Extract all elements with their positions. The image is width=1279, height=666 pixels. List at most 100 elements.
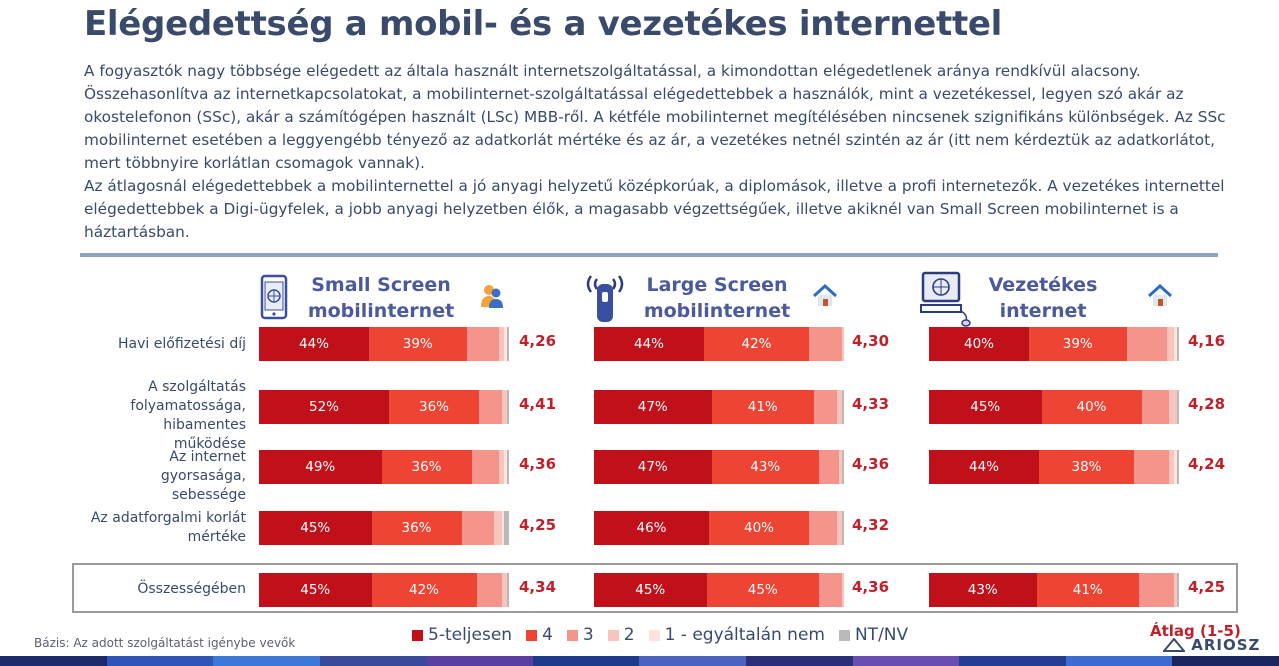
bar-segment-cat2 xyxy=(494,511,502,545)
bar-segment-cat3 xyxy=(809,327,842,361)
average-value: 4,32 xyxy=(852,516,890,534)
data-label: 36% xyxy=(418,399,449,415)
average-value: 4,33 xyxy=(852,395,890,413)
intro-text: A fogyasztók nagy többsége elégedett az … xyxy=(84,60,1234,244)
data-label: 44% xyxy=(633,336,664,352)
bar-segment-cat5: 47% xyxy=(594,450,712,484)
average-value: 4,26 xyxy=(519,332,557,350)
stacked-bar: 49% 36% xyxy=(259,450,509,484)
bar-segment-cat5: 45% xyxy=(594,573,707,607)
row-label-data-cap: Az adatforgalmi korlát mértéke xyxy=(90,510,246,545)
bar-segment-cat2 xyxy=(1169,390,1177,424)
bar-segment-cat2 xyxy=(841,327,844,361)
stacked-bar: 45% 45% xyxy=(594,573,844,607)
legend-label: 1 - egyáltalán nem xyxy=(664,625,825,645)
legend-item: 2 xyxy=(607,625,635,645)
column-title-line2: mobilinternet xyxy=(307,300,455,322)
bar-segment-ntnv xyxy=(506,327,509,361)
column-title-line1: Vezetékes xyxy=(988,274,1098,296)
legend-item: 4 xyxy=(526,625,553,645)
average-value: 4,16 xyxy=(1188,332,1226,350)
section-divider xyxy=(80,253,1218,257)
data-label: 42% xyxy=(741,336,772,352)
column-title-line2: mobilinternet xyxy=(643,300,791,322)
data-label: 43% xyxy=(967,582,998,598)
bar-segment-cat4: 43% xyxy=(711,450,819,484)
bar-segment-ntnv xyxy=(841,450,844,484)
legend-label: NT/NV xyxy=(854,625,909,645)
bottom-color-strip xyxy=(0,656,1279,666)
average-value: 4,36 xyxy=(852,455,890,473)
usb-modem-icon xyxy=(586,275,624,322)
average-value: 4,36 xyxy=(852,578,890,596)
bar-segment-cat2 xyxy=(501,390,507,424)
average-value: 4,34 xyxy=(519,578,557,596)
legend-swatch xyxy=(526,629,538,641)
data-label: 36% xyxy=(401,520,432,536)
bar-segment-cat2 xyxy=(839,450,842,484)
bar-segment-cat1 xyxy=(501,511,504,545)
bar-segment-cat2 xyxy=(841,573,844,607)
data-label: 41% xyxy=(747,399,778,415)
bar-segment-cat3 xyxy=(809,511,837,545)
row-label-continuity: A szolgáltatás folyamatossága, hibamente… xyxy=(130,379,246,452)
legend-item: 3 xyxy=(566,625,594,645)
house-icon xyxy=(1147,284,1173,306)
data-label: 46% xyxy=(636,520,667,536)
bar-segment-cat5: 44% xyxy=(594,327,704,361)
column-header-large-screen: Large Screen mobilinternet xyxy=(636,272,798,324)
stacked-bar: 47% 43% xyxy=(594,450,844,484)
basis-note: Bázis: Az adott szolgáltatást igénybe ve… xyxy=(34,636,296,650)
stacked-bar: 44% 39% xyxy=(259,327,509,361)
data-label: 36% xyxy=(411,459,442,475)
column-title-line1: Small Screen xyxy=(311,274,451,296)
data-label: 49% xyxy=(305,459,336,475)
bar-segment-cat5: 44% xyxy=(929,450,1039,484)
bar-segment-cat4: 38% xyxy=(1039,450,1134,484)
legend-item: NT/NV xyxy=(838,625,909,645)
bar-segment-cat5: 46% xyxy=(594,511,709,545)
bar-segment-ntnv xyxy=(506,450,509,484)
bar-segment-cat4: 40% xyxy=(709,511,809,545)
stacked-bar: 44% 38% xyxy=(929,450,1179,484)
legend-swatch xyxy=(412,629,423,641)
legend-swatch xyxy=(838,629,850,641)
bar-segment-cat4: 36% xyxy=(389,390,479,424)
column-header-wired: Vezetékes internet xyxy=(978,272,1108,324)
data-label: 45% xyxy=(747,582,778,598)
average-value: 4,24 xyxy=(1188,455,1226,473)
bar-segment-cat1 xyxy=(504,327,507,361)
legend-label: 2 xyxy=(623,625,635,645)
overall-row-highlight xyxy=(72,563,1238,613)
column-header-small-screen: Small Screen mobilinternet xyxy=(300,272,462,324)
bar-segment-cat4: 41% xyxy=(711,390,814,424)
bar-segment-cat5: 43% xyxy=(929,573,1037,607)
stacked-bar: 44% 42% xyxy=(594,327,844,361)
bar-segment-ntnv xyxy=(841,390,844,424)
users-icon xyxy=(481,285,503,308)
bar-segment-cat2 xyxy=(499,450,504,484)
bar-segment-cat4: 41% xyxy=(1036,573,1139,607)
brand-logo: ARIOSZ xyxy=(1161,636,1260,654)
bar-segment-cat4: 42% xyxy=(371,573,477,607)
bar-segment-cat3 xyxy=(819,573,842,607)
bar-segment-cat1 xyxy=(504,450,507,484)
row-label-overall: Összességében xyxy=(137,581,246,597)
data-label: 42% xyxy=(408,582,439,598)
bar-segment-cat5: 52% xyxy=(259,390,389,424)
stacked-bar: 43% 41% xyxy=(929,573,1179,607)
data-label: 43% xyxy=(750,459,781,475)
bar-segment-ntnv xyxy=(841,511,844,545)
bar-segment-ntnv xyxy=(1176,573,1179,607)
data-label: 45% xyxy=(970,399,1001,415)
bar-segment-cat5: 47% xyxy=(594,390,712,424)
legend-item: 1 - egyáltalán nem xyxy=(648,625,825,645)
bar-segment-cat2 xyxy=(1174,573,1177,607)
bar-segment-cat1 xyxy=(1174,327,1177,361)
data-label: 52% xyxy=(308,399,339,415)
stacked-bar: 46% 40% xyxy=(594,511,844,545)
average-value: 4,41 xyxy=(519,395,557,413)
stacked-bar: 45% 36% xyxy=(259,511,509,545)
legend-item: 5-teljesen xyxy=(412,625,512,645)
bar-segment-ntnv xyxy=(506,390,509,424)
